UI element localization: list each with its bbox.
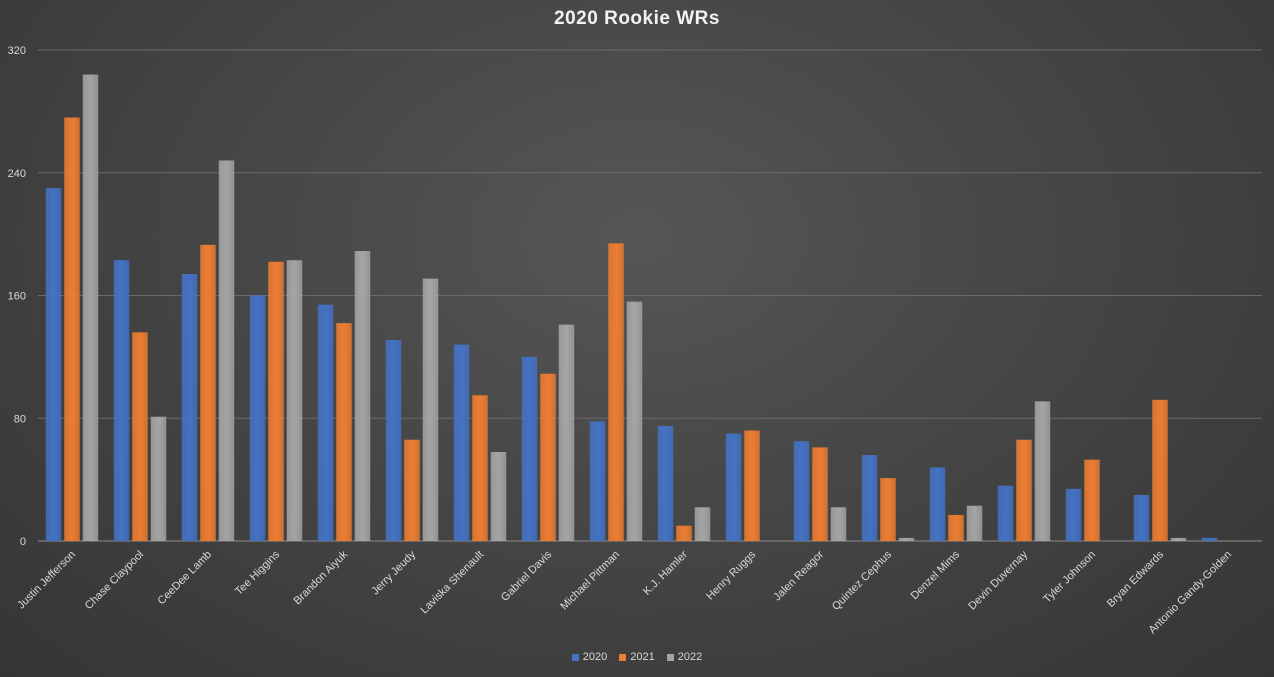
bar-2022 [286, 260, 303, 541]
bar-2020 [861, 455, 878, 541]
bar-2021 [676, 525, 692, 541]
bar-2022 [626, 301, 643, 541]
x-tick-label: Justin Jefferson [15, 549, 78, 612]
x-tick-label: Devin Duvernay [966, 548, 1030, 612]
bar-2020 [1065, 488, 1082, 541]
bar-2020 [45, 188, 62, 541]
bar-2020 [725, 433, 742, 541]
bar-2021 [812, 447, 828, 541]
legend-label: 2022 [677, 651, 703, 663]
y-tick-label: 240 [8, 168, 26, 180]
bar-2021 [540, 373, 556, 541]
bar-2022 [558, 324, 575, 541]
bar-2020 [589, 421, 606, 541]
bar-2020 [1201, 537, 1218, 541]
bar-2021 [336, 323, 352, 541]
bar-2020 [657, 425, 674, 541]
bar-2021 [880, 478, 896, 541]
bar-2020 [997, 485, 1014, 541]
x-tick-label: Denzel Mims [909, 548, 963, 602]
x-tick-label: Bryan Edwards [1105, 548, 1167, 610]
x-tick-label: CeeDee Lamb [155, 549, 214, 608]
x-tick-label: Laviska Shenault [418, 549, 486, 617]
legend-swatch [619, 653, 627, 661]
x-tick-label: Henry Ruggs [704, 548, 758, 602]
x-tick-label: Jalen Reagor [771, 548, 826, 603]
bar-2020 [1133, 494, 1150, 541]
bar-2020 [521, 356, 538, 541]
bar-2021 [404, 439, 420, 541]
x-tick-label: Gabriel Davis [499, 548, 555, 604]
legend: 2020 2021 2022 [0, 651, 1274, 663]
bar-2020 [249, 295, 266, 541]
y-tick-label: 320 [8, 45, 26, 57]
bar-2022 [82, 74, 99, 542]
bar-2021 [472, 395, 488, 541]
bar-2022 [218, 160, 235, 541]
bar-2021 [1152, 399, 1168, 541]
legend-item: 2022 [666, 651, 703, 663]
y-tick-label: 80 [14, 413, 26, 425]
bar-2022 [422, 278, 439, 541]
bar-2020 [793, 441, 810, 541]
chart-title: 2020 Rookie WRs [554, 8, 720, 29]
bar-2022 [898, 537, 915, 541]
x-tick-label: Michael Pittman [558, 549, 622, 613]
bar-2021 [948, 514, 964, 541]
bar-2022 [830, 507, 847, 541]
legend-swatch [666, 653, 674, 661]
bar-2021 [744, 430, 760, 541]
bar-2022 [1170, 537, 1187, 541]
bar-2022 [1034, 401, 1051, 541]
bar-2021 [268, 261, 284, 541]
bar-2021 [64, 117, 80, 541]
bar-2022 [150, 416, 167, 541]
y-tick-label: 0 [20, 536, 26, 548]
x-tick-label: Jerry Jeudy [369, 548, 418, 597]
bar-2021 [200, 244, 216, 541]
legend-label: 2021 [630, 651, 655, 663]
y-tick-label: 160 [8, 291, 26, 303]
legend-item: 2021 [619, 651, 655, 663]
x-tick-label: Tee Higgins [233, 548, 282, 597]
bar-2020 [113, 260, 130, 541]
bar-2021 [608, 243, 624, 542]
legend-label: 2020 [582, 651, 608, 663]
bar-2021 [1084, 459, 1100, 541]
bar-2020 [929, 467, 946, 541]
x-tick-label: K.J. Hamler [641, 548, 690, 597]
legend-swatch [571, 653, 579, 661]
bar-2020 [385, 339, 402, 541]
bar-2020 [317, 304, 334, 541]
x-tick-label: Tyler Johnson [1041, 549, 1098, 606]
x-tick-label: Chase Claypool [83, 549, 146, 612]
bar-2022 [354, 251, 371, 542]
bar-2022 [490, 452, 507, 541]
bar-2022 [694, 507, 711, 541]
bar-2020 [181, 274, 198, 541]
bar-2022 [966, 505, 983, 541]
legend-item: 2020 [571, 651, 608, 663]
x-tick-label: Quintez Cephus [830, 548, 895, 613]
bar-2021 [132, 332, 148, 541]
bar-2020 [453, 344, 470, 541]
x-tick-label: Brandon Aiyuk [291, 548, 350, 607]
bar-2021 [1016, 439, 1032, 541]
